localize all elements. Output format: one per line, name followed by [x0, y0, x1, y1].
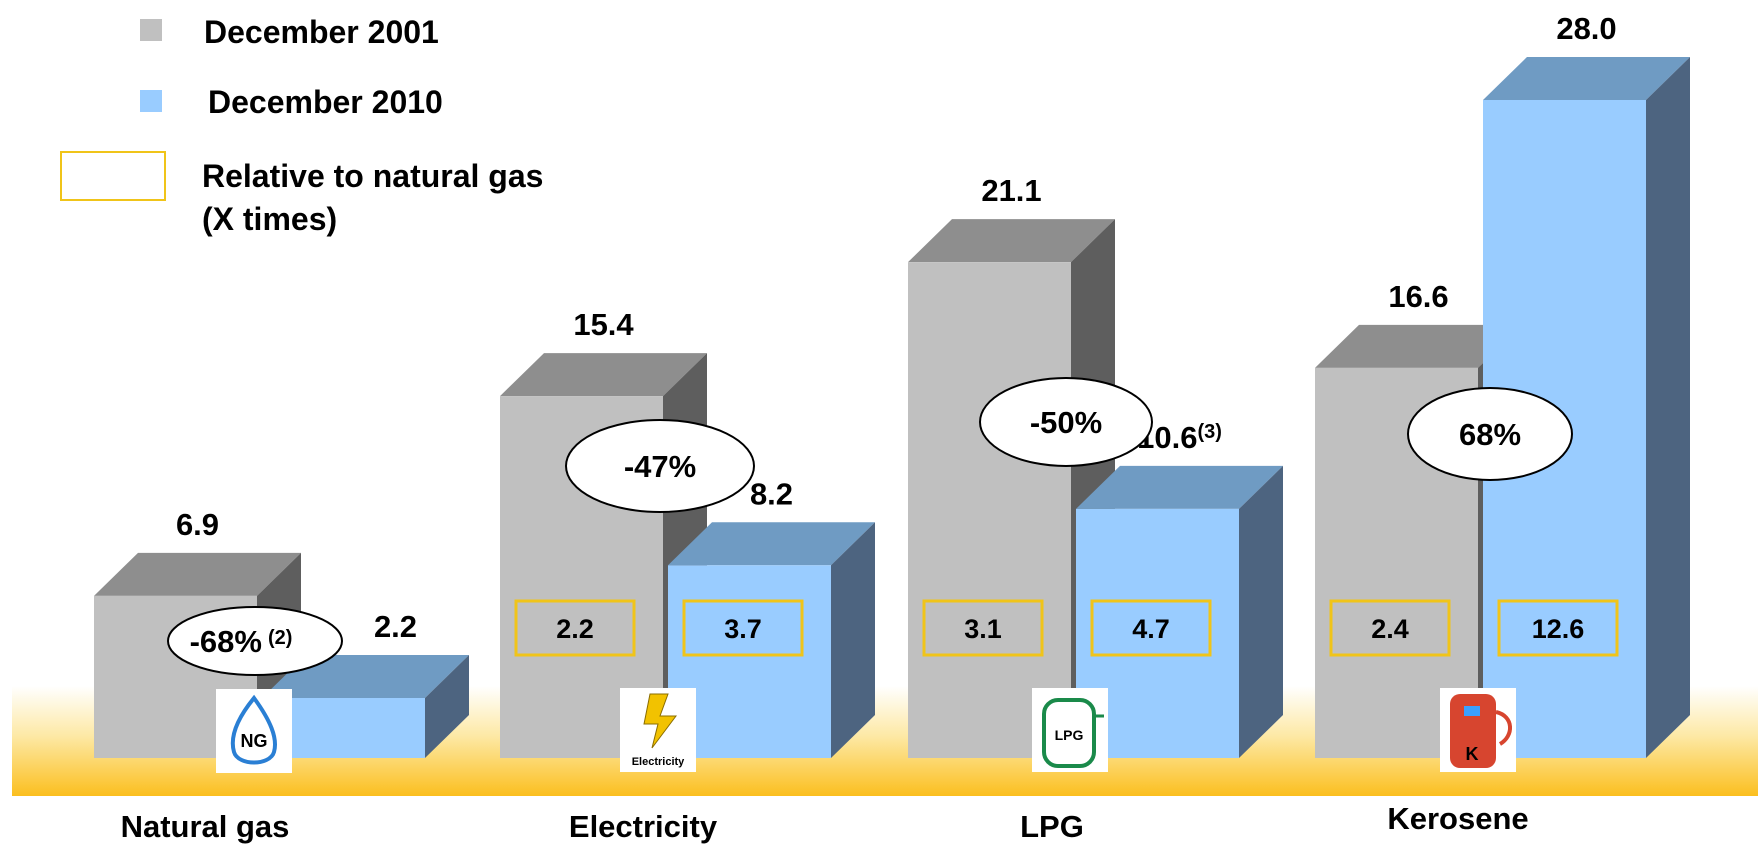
kerosene-icon-caption: K [1466, 744, 1479, 764]
relative-box-2010-kerosene [1497, 599, 1619, 657]
change-label-lpg: -50% [1030, 405, 1102, 440]
change-bubble-kerosene [1407, 387, 1573, 481]
legend-relative-sublabel: (X times) [202, 201, 338, 237]
bar-2010-lpg-top [1076, 465, 1283, 509]
bar-2001-lpg-front [908, 262, 1071, 758]
relative-value-2010-kerosene: 12.6 [1532, 614, 1585, 644]
change-label-electricity: -47% [624, 449, 696, 484]
relative-box-2001-lpg [922, 599, 1044, 657]
legend-label-2001: December 2001 [204, 14, 439, 50]
bar-2010-electricity [668, 522, 875, 758]
bar-2010-electricity-side [831, 522, 875, 758]
bar-2001-natural-gas-top [94, 552, 301, 596]
value-label-2001-lpg: 21.1 [981, 173, 1041, 208]
legend-relative-label: Relative to natural gas [202, 158, 544, 194]
relative-box-2001-electricity [514, 599, 636, 657]
legend-swatch-2001 [140, 19, 162, 41]
relative-box-2010-lpg [1090, 599, 1212, 657]
value-label-2001-natural-gas: 6.9 [176, 507, 219, 542]
legend-relative-box [60, 151, 166, 201]
bar-2001-electricity-top [500, 353, 707, 397]
bar-2010-kerosene-top [1483, 57, 1690, 100]
bar-2010-electricity-top [668, 522, 875, 566]
relative-value-2001-kerosene: 2.4 [1371, 614, 1409, 644]
value-label-2010-electricity: 8.2 [750, 476, 793, 511]
bar-2001-lpg-top [908, 219, 1115, 263]
bar-2010-kerosene-side [1646, 57, 1690, 758]
change-bubble-lpg [979, 377, 1153, 467]
value-label-2010-kerosene: 28.0 [1556, 11, 1616, 46]
relative-value-2010-electricity: 3.7 [724, 614, 762, 644]
relative-value-2010-lpg: 4.7 [1132, 614, 1170, 644]
bar-2010-natural-gas-side [425, 655, 469, 758]
relative-box-2010-electricity [682, 599, 804, 657]
bar-2001-kerosene-top [1315, 324, 1522, 368]
lpg-icon-caption: LPG [1055, 727, 1084, 743]
natural-gas-icon-caption: NG [241, 731, 268, 751]
change-bubble-electricity [565, 419, 755, 513]
value-label-2010-natural-gas: 2.2 [374, 609, 417, 644]
kerosene-pump-icon: K [1440, 688, 1516, 772]
electricity-icon-caption: Electricity [632, 756, 685, 768]
relative-box-2001-kerosene [1329, 599, 1451, 657]
electricity-bolt-icon: Electricity [620, 688, 696, 772]
legend-label-2010: December 2010 [208, 84, 443, 120]
category-label-electricity: Electricity [569, 809, 718, 844]
category-label-lpg: LPG [1020, 809, 1084, 844]
value-label-2001-electricity: 15.4 [573, 307, 634, 342]
legend-swatch-2010 [140, 90, 162, 112]
icon-group: NG Electricity LPG K [216, 688, 1516, 773]
relative-value-2001-lpg: 3.1 [964, 614, 1002, 644]
value-label-2001-kerosene: 16.6 [1388, 279, 1448, 314]
category-label-kerosene: Kerosene [1387, 801, 1528, 836]
lpg-cylinder-icon: LPG [1032, 688, 1108, 772]
bar-2010-lpg-side [1239, 465, 1283, 758]
natural-gas-flame-icon: NG [216, 689, 292, 773]
change-bubble-natural-gas [167, 606, 343, 676]
change-label-kerosene: 68% [1459, 417, 1521, 452]
category-label-natural-gas: Natural gas [121, 809, 290, 844]
relative-value-2001-electricity: 2.2 [556, 614, 594, 644]
